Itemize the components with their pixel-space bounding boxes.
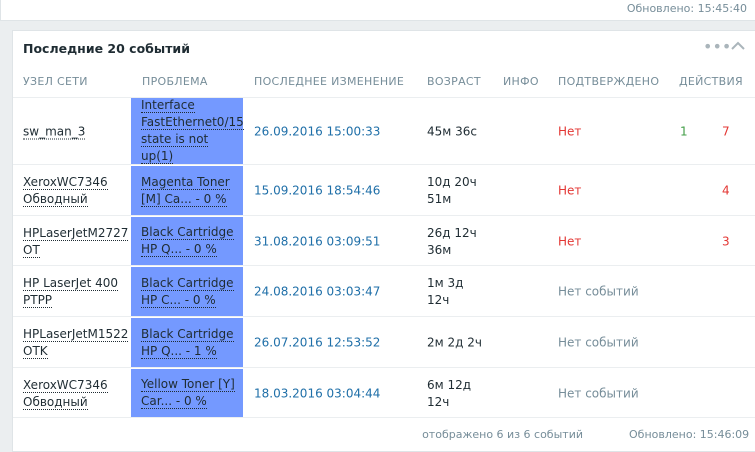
acknowledged: Нет событий	[558, 386, 639, 400]
column-header: ПОСЛЕДНЕЕ ИЗМЕНЕНИЕ	[254, 75, 405, 88]
problem-cell: Black Cartridge HP C... - 0 %	[131, 267, 243, 316]
host-link[interactable]: HPLaserJetM2727 OT	[23, 225, 129, 258]
host-link[interactable]: HP LaserJet 400 PTPP	[23, 276, 119, 308]
event-row: HPLaserJetM1522 OTK Black Cartridge HP Q.…	[13, 318, 755, 368]
age: 45м 36с	[427, 124, 478, 138]
updated-time: Обновлено: 15:45:40	[626, 2, 747, 15]
row-line	[13, 164, 755, 165]
column-header: УЗЕЛ СЕТИ	[23, 75, 88, 88]
last-change[interactable]: 31.08.2016 03:09:51	[254, 234, 381, 248]
events-widget: Последние 20 событий ••• отображено 6 из…	[12, 30, 755, 452]
header-line	[13, 97, 755, 98]
problem-cell: Interface FastEthernet0/15 state is not …	[131, 97, 244, 165]
age: 26д 12ч 36м	[427, 225, 477, 257]
menu-button[interactable]: •••	[703, 37, 732, 56]
column-header: ПОДТВЕРЖДЕНО	[558, 75, 660, 88]
row-line	[13, 265, 755, 266]
problem-text[interactable]: Magenta Toner [M] Ca... - 0 %	[141, 174, 239, 208]
column-header: ИНФО	[503, 75, 539, 88]
last-change[interactable]: 26.07.2016 12:53:52	[254, 335, 381, 350]
host-link[interactable]: HPLaserJetM1522 OTK	[23, 327, 129, 359]
action-count[interactable]: 1	[680, 124, 688, 138]
host-link[interactable]: sw_man_3	[23, 124, 86, 139]
problem-cell: Magenta Toner [M] Ca... - 0 %	[131, 166, 243, 215]
column-header: ПРОБЛЕМА	[142, 75, 208, 88]
problem-link[interactable]: Magenta Toner [M] Ca... - 0 %	[141, 174, 230, 207]
last-change[interactable]: 15.09.2016 18:54:46	[254, 183, 381, 198]
acknowledged: Нет событий	[558, 335, 639, 350]
problem-text[interactable]: Black Cartridge HP C... - 0 %	[141, 275, 239, 309]
host-link[interactable]: XeroxWC7346 Обводный	[23, 377, 108, 410]
footer-count: отображено 6 из 6 событий	[422, 428, 583, 441]
problem-cell: Yellow Toner [Y] Car... - 0 %	[131, 369, 243, 417]
column-header: ВОЗРАСТ	[427, 75, 481, 88]
host-cell[interactable]: HP LaserJet 400 PTPP	[23, 275, 133, 309]
problem-link[interactable]: Black Cartridge HP Q... - 1 %	[141, 326, 234, 359]
event-row: XeroxWC7346 Обводный Magenta Toner [M] Ca…	[13, 166, 755, 216]
problem-link[interactable]: Yellow Toner [Y] Car... - 0 %	[141, 377, 235, 409]
row-line	[13, 367, 755, 368]
host-cell[interactable]: XeroxWC7346 Обводный	[23, 174, 133, 208]
last-change[interactable]: 18.03.2016 03:04:44	[254, 386, 381, 400]
event-row: XeroxWC7346 Обводный Yellow Toner [Y] Car…	[13, 369, 755, 418]
problem-link[interactable]: Black Cartridge HP C... - 0 %	[141, 275, 234, 308]
host-cell[interactable]: HPLaserJetM1522 OTK	[23, 326, 133, 360]
host-cell[interactable]: sw_man_3	[23, 123, 133, 140]
widget-title: Последние 20 событий	[23, 41, 190, 56]
last-change[interactable]: 24.08.2016 03:03:47	[254, 284, 381, 299]
acknowledged[interactable]: Нет	[558, 124, 582, 138]
action-count[interactable]: 3	[722, 234, 730, 248]
problem-text[interactable]: Black Cartridge HP Q... - 1 %	[141, 326, 239, 360]
host-cell[interactable]: HPLaserJetM2727 OT	[23, 225, 133, 259]
acknowledged[interactable]: Нет	[558, 183, 582, 198]
row-line	[13, 215, 755, 216]
column-header: ДЕЙСТВИЯ	[679, 75, 743, 88]
problem-link[interactable]: Interface FastEthernet0/15 state is not …	[141, 98, 244, 164]
problem-text[interactable]: Yellow Toner [Y] Car... - 0 %	[141, 376, 239, 410]
problem-text[interactable]: Interface FastEthernet0/15 state is not …	[141, 97, 244, 165]
problem-cell: Black Cartridge HP Q... - 1 %	[131, 318, 243, 367]
age: 6м 12д 12ч	[427, 377, 472, 409]
row-line	[13, 417, 755, 418]
last-change[interactable]: 26.09.2016 15:00:33	[254, 124, 381, 138]
action-count[interactable]: 7	[722, 124, 730, 138]
age: 1м 3д 12ч	[427, 276, 464, 307]
event-row: sw_man_3 Interface FastEthernet0/15 state…	[13, 98, 755, 165]
collapse-button[interactable]	[731, 41, 745, 51]
event-row: HPLaserJetM2727 OT Black Cartridge HP Q..…	[13, 217, 755, 266]
host-cell[interactable]: XeroxWC7346 Обводный	[23, 377, 133, 411]
acknowledged: Нет событий	[558, 284, 639, 299]
problem-link[interactable]: Black Cartridge HP Q... - 0 %	[141, 225, 234, 257]
acknowledged[interactable]: Нет	[558, 234, 582, 248]
problem-cell: Black Cartridge HP Q... - 0 %	[131, 217, 243, 265]
problem-text[interactable]: Black Cartridge HP Q... - 0 %	[141, 224, 239, 258]
footer-updated: Обновлено: 15:46:09	[629, 428, 750, 441]
age: 10д 20ч 51м	[427, 175, 477, 206]
event-row: HP LaserJet 400 PTPP Black Cartridge HP C…	[13, 267, 755, 317]
host-link[interactable]: XeroxWC7346 Обводный	[23, 175, 108, 207]
top-panel: Обновлено: 15:45:40	[0, 0, 755, 21]
row-line	[13, 316, 755, 317]
action-count[interactable]: 4	[722, 183, 730, 198]
age: 2м 2д 2ч	[427, 335, 482, 350]
